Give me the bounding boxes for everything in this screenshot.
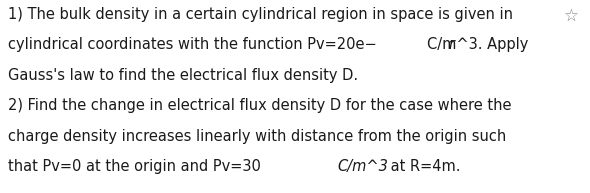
Text: 2) Find the change in electrical flux density D for the case where the: 2) Find the change in electrical flux de…	[8, 98, 511, 113]
Text: cylindrical coordinates with the function Pv=20e−: cylindrical coordinates with the functio…	[8, 37, 376, 52]
Text: that Pv=0 at the origin and Pv=30: that Pv=0 at the origin and Pv=30	[8, 159, 265, 174]
Text: C/m^3. Apply: C/m^3. Apply	[427, 37, 529, 52]
Text: charge density increases linearly with distance from the origin such: charge density increases linearly with d…	[8, 129, 506, 144]
Text: C/m^3: C/m^3	[337, 159, 388, 174]
Text: ☆: ☆	[563, 7, 578, 25]
Text: 1) The bulk density in a certain cylindrical region in space is given in: 1) The bulk density in a certain cylindr…	[8, 7, 513, 22]
Text: r: r	[448, 37, 454, 52]
Text: at R=4m.: at R=4m.	[386, 159, 460, 174]
Text: Gauss's law to find the electrical flux density D.: Gauss's law to find the electrical flux …	[8, 68, 358, 83]
